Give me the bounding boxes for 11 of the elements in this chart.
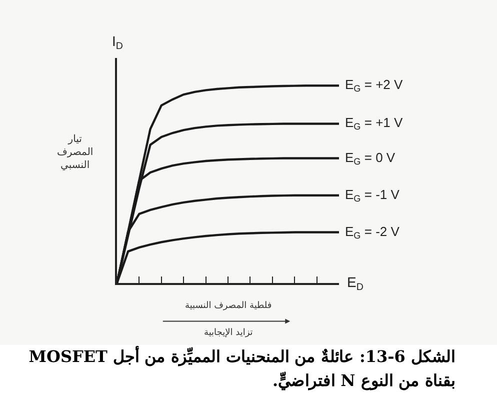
text: الشكل 6-13: عائلةٌ من المنحنيات المميِّزة من أجل MOSFET بقناة من النوع N افتراضيٍّ.: [28, 345, 456, 392]
series-label: E$_{G}$ = +1 V: [345, 115, 403, 132]
series-label: E$_{G}$ = +2 V: [345, 77, 403, 94]
text: تيار المصرف النسبي: [57, 134, 94, 171]
text: فلطية المصرف النسبية: [185, 301, 272, 311]
series-label: E$_{G}$ = 0 V: [345, 150, 396, 167]
series-label: E$_{G}$ = -2 V: [345, 224, 400, 241]
x-axis-title: E$_{D}$: [347, 274, 364, 293]
y-axis-title: I$_{D}$: [112, 33, 123, 52]
series-label: E$_{G}$ = -1 V: [345, 187, 400, 204]
text: تزايد الإيجابية: [204, 328, 254, 338]
